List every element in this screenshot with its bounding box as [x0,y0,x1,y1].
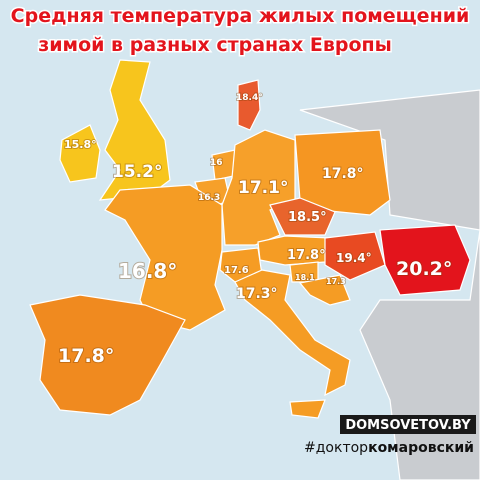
countries [29,59,480,480]
region-label: 17.8° [287,248,326,263]
region-label: 15.2° [112,162,162,182]
croatia [298,274,351,306]
region-label: 15.8° [64,138,97,151]
region-label: 17.1° [238,178,288,198]
region-label: 17.3 [326,277,346,286]
region-label: 16.8° [118,259,177,283]
site: DOMSOVETOV.BY [345,418,471,433]
region-label: 16.3 [198,193,220,203]
denmark [237,79,261,131]
title: Средняя температура жилых помещений [11,5,470,27]
hashtag: #докторкомаровский [304,440,474,456]
ireland [59,124,101,183]
romania [379,224,471,296]
france [104,184,226,331]
region-label: 16 [210,158,223,168]
eastern-land [299,89,480,480]
region-label: 18.4° [236,93,263,103]
labels: 15.8° 15.2° 18.4° 16 16.3 17.1° 17.8° 18… [57,92,453,368]
sicily [289,399,326,419]
region-label: 19.4° [336,251,372,265]
spain [29,294,186,416]
region-label: 18.1 [295,273,315,282]
region-label: 18.5° [288,210,327,225]
hashtag-prefix: #доктор [304,440,368,456]
czechia [269,197,336,236]
region-label: 17.6 [224,265,249,276]
hashtag-name: комаровский [368,440,474,456]
region-label: 17.3° [236,286,278,302]
title: зимой в разных странах Европы [38,34,392,56]
italy [234,269,351,397]
region-label: 17.8° [322,166,364,182]
germany [221,129,296,246]
site-badge [340,415,476,434]
hungary [324,231,386,281]
region-label: 20.2° [396,258,452,280]
region-label: 17.8° [58,345,114,367]
